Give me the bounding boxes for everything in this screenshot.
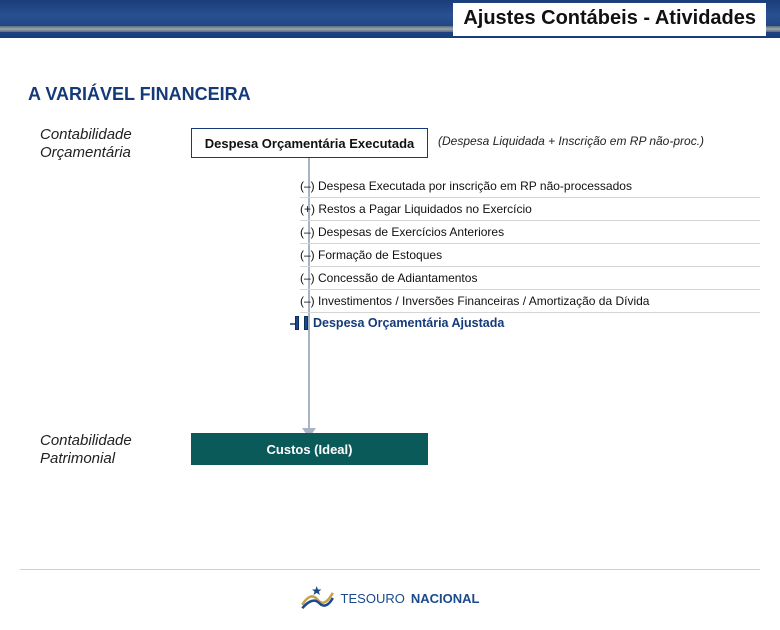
list-item: (–) Despesa Executada por inscrição em R… xyxy=(300,175,760,198)
left-label-patrimonial: Contabilidade Patrimonial xyxy=(40,432,180,468)
list-item: (–) Concessão de Adiantamentos xyxy=(300,267,760,290)
tesouro-logo-icon xyxy=(301,584,335,612)
adjustments-list: (–) Despesa Executada por inscrição em R… xyxy=(300,175,760,313)
equals-bar-icon xyxy=(304,316,308,330)
box-top-text: Despesa Orçamentária Executada xyxy=(205,136,415,151)
box-bottom-text: Custos (Ideal) xyxy=(267,442,353,457)
left-label-orcamentaria: Contabilidade Orçamentária xyxy=(40,126,180,162)
result-row: Despesa Orçamentária Ajustada xyxy=(295,316,504,330)
list-item: (–) Investimentos / Inversões Financeira… xyxy=(300,290,760,313)
footer-brand-1: TESOURO xyxy=(341,591,405,606)
box-top-note: (Despesa Liquidada + Inscrição em RP não… xyxy=(438,134,704,148)
page-title: Ajustes Contábeis - Atividades xyxy=(453,3,766,36)
left-label-top-line1: Contabilidade xyxy=(40,126,132,143)
left-label-top-line2: Orçamentária xyxy=(40,144,131,161)
footer-divider xyxy=(20,569,760,570)
box-custos-ideal: Custos (Ideal) xyxy=(191,433,428,465)
list-item: (+) Restos a Pagar Liquidados no Exercíc… xyxy=(300,198,760,221)
footer-brand-2: NACIONAL xyxy=(411,591,480,606)
result-label: Despesa Orçamentária Ajustada xyxy=(313,316,504,330)
list-item: (–) Despesas de Exercícios Anteriores xyxy=(300,221,760,244)
box-despesa-executada: Despesa Orçamentária Executada xyxy=(191,128,428,158)
result-connector xyxy=(290,323,295,325)
equals-bar-icon xyxy=(295,316,299,330)
list-item: (–) Formação de Estoques xyxy=(300,244,760,267)
left-label-bottom-line1: Contabilidade xyxy=(40,432,132,449)
footer-logo: TESOURO NACIONAL xyxy=(301,584,480,612)
section-heading: A VARIÁVEL FINANCEIRA xyxy=(28,84,251,105)
header-bar: Ajustes Contábeis - Atividades xyxy=(0,0,780,38)
left-label-bottom-line2: Patrimonial xyxy=(40,450,115,467)
